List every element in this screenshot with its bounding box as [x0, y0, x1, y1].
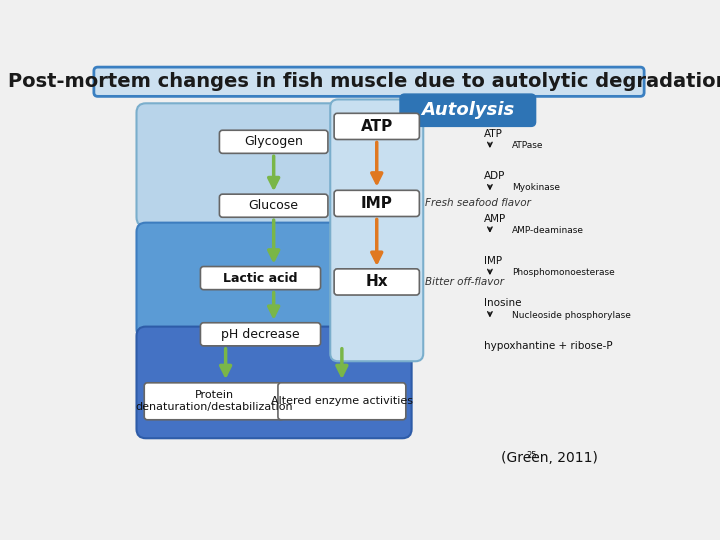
Text: (Green, 2011): (Green, 2011): [500, 451, 598, 465]
FancyBboxPatch shape: [400, 94, 536, 126]
Text: 25: 25: [526, 451, 537, 460]
Text: IMP: IMP: [484, 256, 502, 266]
FancyBboxPatch shape: [220, 130, 328, 153]
Text: Altered enzyme activities: Altered enzyme activities: [271, 396, 413, 406]
FancyBboxPatch shape: [334, 269, 419, 295]
Text: hypoxhantine + ribose-P: hypoxhantine + ribose-P: [484, 341, 612, 351]
Text: Inosine: Inosine: [484, 299, 521, 308]
FancyBboxPatch shape: [137, 222, 412, 338]
Text: ATP: ATP: [484, 129, 503, 139]
FancyBboxPatch shape: [334, 113, 419, 139]
Text: Phosphomonoesterase: Phosphomonoesterase: [513, 268, 615, 277]
Text: Hx: Hx: [366, 274, 388, 289]
Text: Fresh seafood flavor: Fresh seafood flavor: [425, 198, 531, 208]
Text: Post-mortem changes in fish muscle due to autolytic degradation: Post-mortem changes in fish muscle due t…: [8, 72, 720, 91]
Text: Myokinase: Myokinase: [513, 184, 560, 192]
FancyBboxPatch shape: [330, 99, 423, 361]
FancyBboxPatch shape: [144, 383, 284, 420]
FancyBboxPatch shape: [200, 267, 320, 289]
Text: Lactic acid: Lactic acid: [223, 272, 298, 285]
Text: IMP: IMP: [361, 196, 392, 211]
Text: ATP: ATP: [361, 119, 393, 134]
Text: Nucleoside phosphorylase: Nucleoside phosphorylase: [513, 310, 631, 320]
Text: AMP: AMP: [484, 214, 506, 224]
FancyBboxPatch shape: [200, 323, 320, 346]
Text: pH decrease: pH decrease: [221, 328, 300, 341]
Text: Bitter off-flavor: Bitter off-flavor: [425, 277, 504, 287]
Text: Protein
denaturation/destabilization: Protein denaturation/destabilization: [135, 390, 293, 412]
FancyBboxPatch shape: [334, 190, 419, 217]
Text: Glycogen: Glycogen: [244, 136, 303, 148]
FancyBboxPatch shape: [137, 103, 412, 226]
FancyBboxPatch shape: [94, 67, 644, 96]
Text: ADP: ADP: [484, 172, 505, 181]
FancyBboxPatch shape: [278, 383, 406, 420]
Text: Glucose: Glucose: [248, 199, 299, 212]
Text: AMP-deaminase: AMP-deaminase: [513, 226, 585, 235]
FancyBboxPatch shape: [220, 194, 328, 217]
FancyBboxPatch shape: [137, 327, 412, 438]
Text: ATPase: ATPase: [513, 141, 544, 150]
Text: Autolysis: Autolysis: [420, 101, 514, 119]
